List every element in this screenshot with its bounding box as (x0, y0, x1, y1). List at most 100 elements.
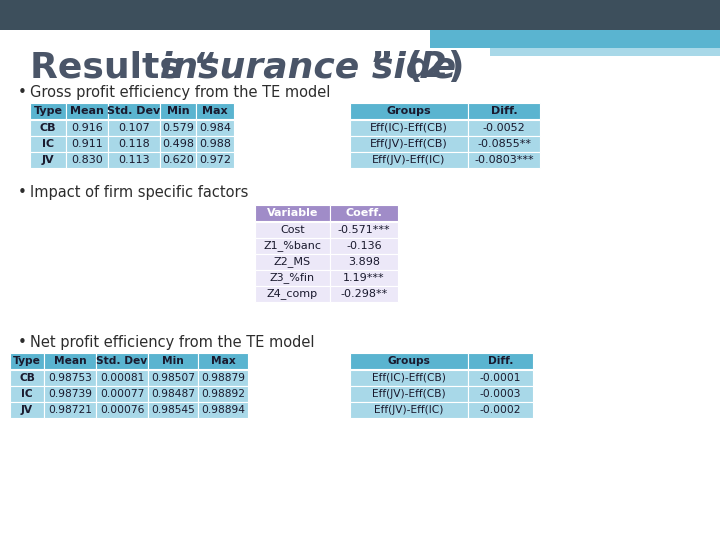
Text: -0.298**: -0.298** (341, 289, 387, 299)
Text: 0.00077: 0.00077 (100, 389, 144, 399)
Bar (44, 386, 96, 402)
Bar (44, 370, 96, 386)
Bar (160, 103, 196, 119)
Text: •: • (18, 185, 27, 200)
Text: Eff(JV)-Eff(IC): Eff(JV)-Eff(IC) (372, 155, 446, 165)
Text: 0.98739: 0.98739 (48, 389, 92, 399)
Bar (148, 402, 198, 418)
Text: Eff(JV)-Eff(CB): Eff(JV)-Eff(CB) (370, 139, 448, 149)
Text: -0.136: -0.136 (346, 241, 382, 251)
Text: -0.0002: -0.0002 (480, 405, 521, 415)
Bar (148, 353, 198, 369)
Text: Z1_%banc: Z1_%banc (264, 240, 322, 252)
Bar (468, 370, 533, 386)
Text: Net profit efficiency from the TE model: Net profit efficiency from the TE model (30, 335, 315, 350)
Bar (0, 0, 720, 30)
Text: 1.19***: 1.19*** (343, 273, 384, 283)
Bar (108, 136, 160, 152)
Text: -0.0001: -0.0001 (480, 373, 521, 383)
Text: 0.620: 0.620 (162, 155, 194, 165)
Text: •: • (18, 335, 27, 350)
Bar (330, 222, 398, 238)
Text: Eff(JV)-Eff(IC): Eff(JV)-Eff(IC) (374, 405, 444, 415)
Bar (196, 103, 234, 119)
Bar (96, 370, 148, 386)
Text: Z4_comp: Z4_comp (267, 288, 318, 300)
Text: Max: Max (202, 106, 228, 116)
Text: 0.98892: 0.98892 (201, 389, 245, 399)
Bar (30, 136, 66, 152)
Bar (350, 386, 468, 402)
Text: CB: CB (19, 373, 35, 383)
Bar (30, 120, 66, 136)
Text: Type: Type (34, 106, 63, 116)
Text: 0.00076: 0.00076 (100, 405, 144, 415)
Text: 0.00081: 0.00081 (100, 373, 144, 383)
Bar (148, 370, 198, 386)
Bar (196, 136, 234, 152)
Text: Eff(JV)-Eff(CB): Eff(JV)-Eff(CB) (372, 389, 446, 399)
Bar (30, 152, 66, 168)
Text: Coeff.: Coeff. (346, 208, 382, 218)
Bar (160, 136, 196, 152)
Bar (108, 120, 160, 136)
Bar (350, 120, 468, 136)
Bar (468, 386, 533, 402)
Bar (255, 205, 330, 221)
Text: 0.911: 0.911 (71, 139, 103, 149)
Bar (255, 270, 330, 286)
Text: Std. Dev: Std. Dev (96, 356, 148, 366)
Text: Eff(IC)-Eff(CB): Eff(IC)-Eff(CB) (372, 373, 446, 383)
Text: 0.107: 0.107 (118, 123, 150, 133)
Bar (330, 254, 398, 270)
Text: 0.98753: 0.98753 (48, 373, 92, 383)
Text: Z2_MS: Z2_MS (274, 256, 311, 267)
Text: Std. Dev: Std. Dev (107, 106, 161, 116)
Text: 0.98507: 0.98507 (151, 373, 195, 383)
Text: 0.98879: 0.98879 (201, 373, 245, 383)
Text: Max: Max (211, 356, 235, 366)
Text: Min: Min (162, 356, 184, 366)
Bar (96, 402, 148, 418)
Text: 0.498: 0.498 (162, 139, 194, 149)
Text: IC: IC (21, 389, 33, 399)
Text: Min: Min (167, 106, 189, 116)
Text: 0.98894: 0.98894 (201, 405, 245, 415)
Text: Variable: Variable (267, 208, 318, 218)
Bar (160, 120, 196, 136)
Bar (30, 103, 66, 119)
Text: IC: IC (42, 139, 54, 149)
Text: •: • (18, 85, 27, 100)
Text: Mean: Mean (53, 356, 86, 366)
Bar (255, 222, 330, 238)
Text: Mean: Mean (70, 106, 104, 116)
Text: JV: JV (42, 155, 54, 165)
Text: Gross profit efficiency from the TE model: Gross profit efficiency from the TE mode… (30, 85, 330, 100)
Bar (255, 286, 330, 302)
Bar (468, 136, 540, 152)
Bar (148, 386, 198, 402)
Bar (255, 254, 330, 270)
Bar (96, 353, 148, 369)
Text: 0.579: 0.579 (162, 123, 194, 133)
Text: 0.984: 0.984 (199, 123, 231, 133)
Bar (66, 152, 108, 168)
Text: -0.0803***: -0.0803*** (474, 155, 534, 165)
Bar (350, 103, 468, 119)
Text: 0.118: 0.118 (118, 139, 150, 149)
Bar (66, 120, 108, 136)
Bar (96, 386, 148, 402)
Bar (196, 120, 234, 136)
Text: 0.972: 0.972 (199, 155, 231, 165)
Text: CB: CB (40, 123, 56, 133)
Text: 0.988: 0.988 (199, 139, 231, 149)
Text: Diff.: Diff. (491, 106, 517, 116)
Text: Groups: Groups (387, 106, 431, 116)
Bar (490, 48, 720, 56)
Text: ” (2): ” (2) (370, 50, 464, 84)
Bar (66, 136, 108, 152)
Text: Groups: Groups (387, 356, 431, 366)
Bar (350, 136, 468, 152)
Text: insurance side: insurance side (160, 50, 456, 84)
Bar (198, 386, 248, 402)
